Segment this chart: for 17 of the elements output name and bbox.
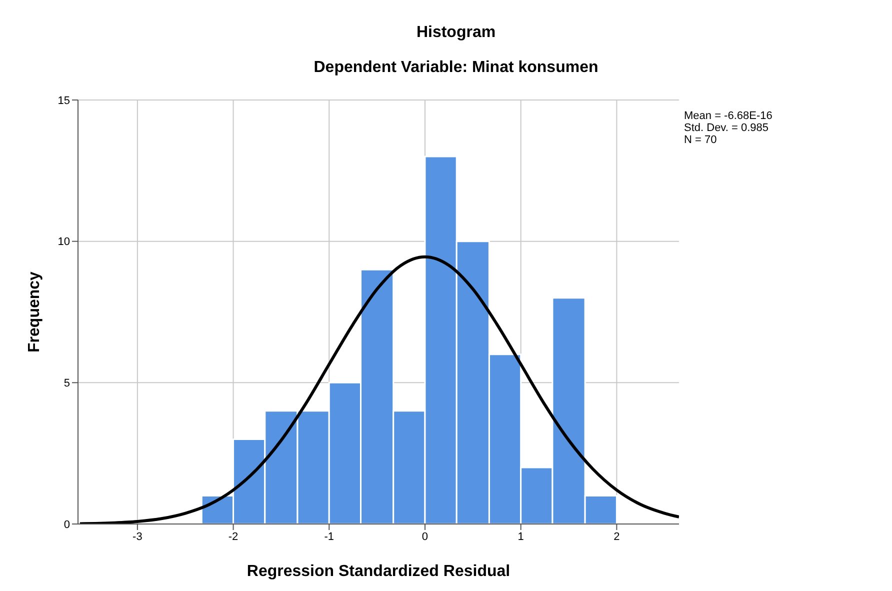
text: Std. Dev. = 0.985 [684, 122, 770, 134]
x-tick-label: -3 [132, 530, 142, 543]
x-tick-label: 1 [518, 530, 524, 543]
y-tick-label: 5 [64, 378, 70, 390]
text: Mean = -6.68E-16 [684, 110, 772, 122]
x-tick-label: 0 [422, 530, 428, 543]
y-tick-label: 0 [64, 518, 70, 531]
x-tick-label: -2 [228, 530, 238, 543]
y-tick-label: 15 [58, 94, 70, 107]
x-tick-label: 2 [614, 530, 620, 543]
y-axis-title: Frequency [26, 272, 44, 352]
x-axis-title: Regression Standardized Residual [246, 563, 512, 581]
x-tick-label: -1 [324, 530, 334, 543]
y-tick-label: 10 [58, 236, 70, 248]
chart-subtitle: Dependent Variable: Minat konsumen [312, 59, 600, 77]
text: N = 70 [684, 134, 718, 146]
chart-title: Histogram [415, 24, 497, 42]
